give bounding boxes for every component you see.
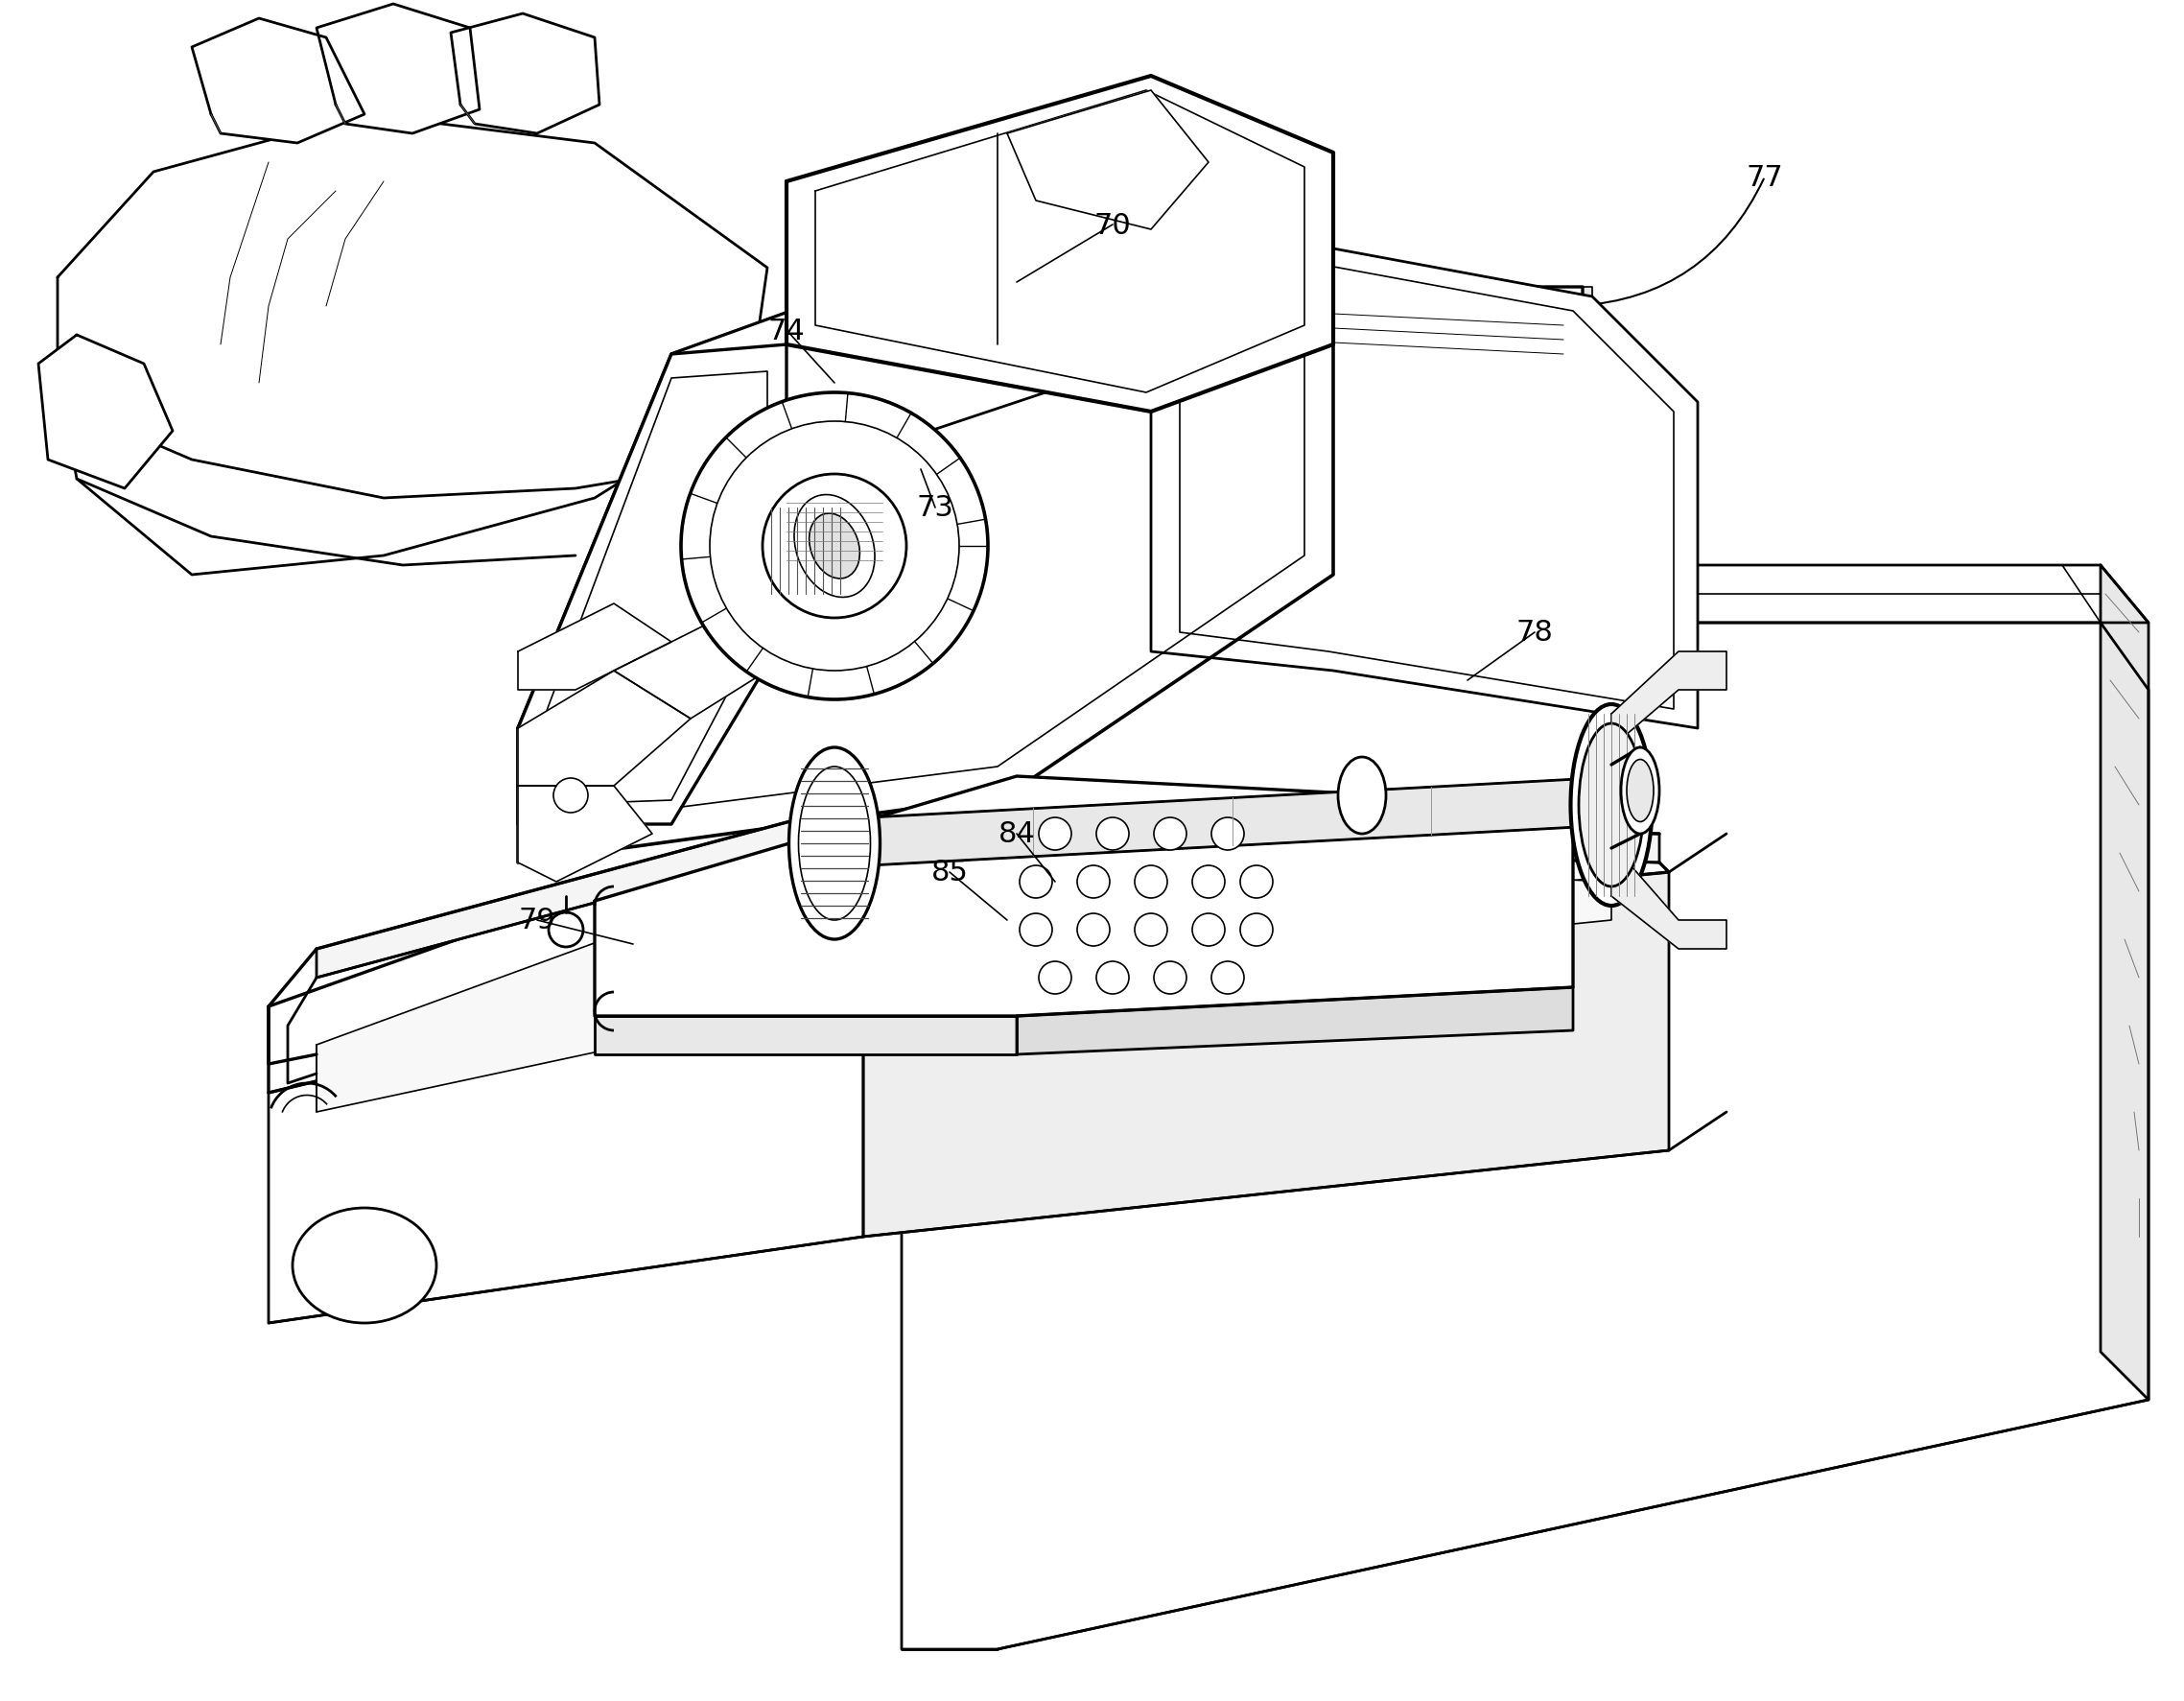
Ellipse shape: [1579, 725, 1645, 886]
Circle shape: [1212, 818, 1245, 850]
Polygon shape: [450, 14, 598, 134]
Circle shape: [1096, 961, 1129, 995]
Polygon shape: [902, 287, 1583, 566]
Ellipse shape: [1627, 760, 1653, 822]
Circle shape: [1077, 866, 1109, 898]
Polygon shape: [518, 182, 1332, 862]
Circle shape: [1192, 913, 1225, 946]
Text: 84: 84: [998, 820, 1035, 849]
Ellipse shape: [710, 422, 959, 672]
Text: 77: 77: [1747, 163, 1784, 191]
Polygon shape: [1151, 250, 1697, 728]
Polygon shape: [269, 949, 863, 1323]
Ellipse shape: [681, 393, 987, 699]
Polygon shape: [518, 672, 690, 786]
Polygon shape: [317, 849, 1612, 1112]
Polygon shape: [2101, 566, 2149, 1400]
Polygon shape: [57, 116, 767, 575]
Circle shape: [1040, 818, 1072, 850]
Polygon shape: [1007, 92, 1208, 230]
Polygon shape: [1018, 988, 1572, 1055]
Polygon shape: [670, 182, 1332, 461]
Text: 78: 78: [1516, 619, 1553, 646]
Circle shape: [1241, 913, 1273, 946]
Circle shape: [553, 779, 587, 813]
Polygon shape: [902, 623, 2149, 1650]
Ellipse shape: [788, 748, 880, 939]
Text: 79: 79: [518, 907, 555, 934]
Circle shape: [1136, 866, 1166, 898]
Circle shape: [1136, 913, 1166, 946]
Circle shape: [1212, 961, 1245, 995]
Circle shape: [1192, 866, 1225, 898]
Circle shape: [1020, 913, 1053, 946]
Polygon shape: [317, 815, 1660, 978]
Circle shape: [1153, 818, 1186, 850]
Polygon shape: [269, 796, 1669, 1094]
Polygon shape: [518, 604, 670, 691]
Polygon shape: [594, 1017, 1018, 1055]
Polygon shape: [518, 786, 653, 883]
Circle shape: [1077, 913, 1109, 946]
Polygon shape: [317, 5, 480, 134]
Ellipse shape: [762, 475, 906, 619]
Ellipse shape: [1339, 757, 1387, 833]
Polygon shape: [594, 777, 1572, 1017]
Polygon shape: [902, 287, 1247, 614]
Circle shape: [1020, 866, 1053, 898]
Text: 85: 85: [930, 859, 968, 886]
Polygon shape: [1612, 651, 1728, 748]
Ellipse shape: [293, 1208, 437, 1323]
Circle shape: [1153, 961, 1186, 995]
Circle shape: [548, 913, 583, 947]
Ellipse shape: [795, 495, 876, 597]
Circle shape: [1241, 866, 1273, 898]
Circle shape: [1096, 818, 1129, 850]
Ellipse shape: [1621, 748, 1660, 833]
Polygon shape: [1583, 287, 1592, 566]
Ellipse shape: [810, 514, 860, 578]
Text: 73: 73: [917, 495, 954, 522]
Polygon shape: [1612, 844, 1728, 949]
Polygon shape: [518, 345, 786, 825]
Circle shape: [1040, 961, 1072, 995]
Polygon shape: [902, 566, 2149, 623]
Polygon shape: [863, 873, 1669, 1237]
Polygon shape: [834, 777, 1631, 868]
Ellipse shape: [799, 767, 871, 920]
Polygon shape: [192, 19, 365, 145]
Ellipse shape: [1570, 704, 1651, 907]
Text: 74: 74: [769, 316, 806, 345]
Polygon shape: [614, 623, 767, 720]
Polygon shape: [786, 77, 1332, 412]
Text: 70: 70: [1094, 211, 1131, 240]
Polygon shape: [39, 335, 173, 488]
